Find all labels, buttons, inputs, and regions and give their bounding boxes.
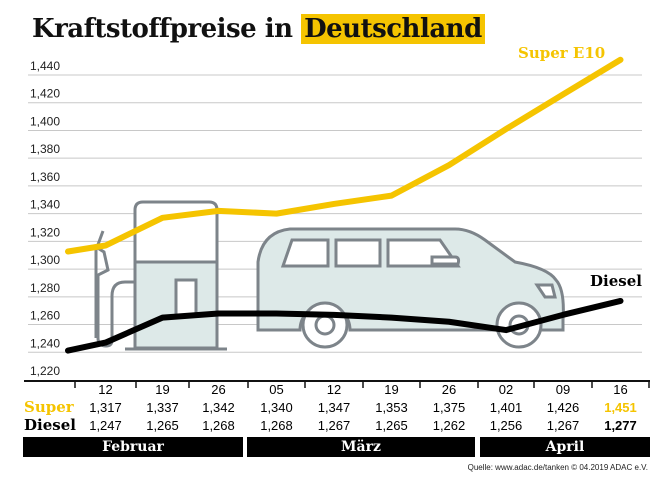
y-tick-label: 1,360 [30, 170, 60, 184]
y-tick-label: 1,380 [30, 142, 60, 156]
fuel-pump-icon [94, 200, 227, 351]
y-tick-label: 1,420 [30, 87, 60, 101]
x-tick-label: 02 [498, 382, 514, 397]
super-value: 1,337 [146, 400, 179, 415]
diesel-value: 1,267 [317, 418, 351, 433]
y-tick-label: 1,280 [30, 281, 60, 295]
month-bar: Februar [23, 437, 243, 457]
source-note: Quelle: www.adac.de/tanken © 04.2019 ADA… [467, 463, 648, 472]
y-tick-label: 1,340 [30, 198, 60, 212]
y-tick-label: 1,300 [30, 253, 60, 267]
y-tick-label: 1,400 [30, 114, 60, 128]
super-value: 1,342 [202, 400, 235, 415]
x-tick-label: 12 [326, 382, 342, 397]
super-value: 1,317 [89, 400, 122, 415]
y-tick-label: 1,440 [30, 59, 60, 73]
diesel-value: 1,256 [489, 418, 523, 433]
super-value: 1,426 [546, 400, 580, 415]
super-row-label: Super [24, 398, 74, 416]
title-highlight: Deutschland [301, 14, 485, 44]
x-tick-label: 16 [613, 382, 628, 397]
diesel-value: 1,268 [202, 418, 235, 433]
super-value: 1,375 [432, 400, 466, 415]
month-bar: April [480, 437, 650, 457]
super-value: 1,340 [260, 400, 293, 415]
super-value: 1,353 [375, 400, 408, 415]
x-tick-label: 26 [441, 382, 457, 397]
x-tick-label: 26 [211, 382, 226, 397]
diesel-row-label: Diesel [24, 416, 76, 434]
super-row: Super 1,317 1,337 1,342 1,340 1,347 1,353 1,37… [0, 398, 668, 418]
diesel-value: 1,265 [146, 418, 179, 433]
x-tick-label: 09 [555, 382, 571, 397]
x-tick-label: 19 [155, 382, 170, 397]
y-tick-label: 1,320 [30, 225, 60, 239]
diesel-series-label: Diesel [590, 272, 642, 290]
y-tick-label: 1,240 [30, 336, 60, 350]
super-value: 1,451 [604, 400, 637, 415]
diesel-value: 1,247 [89, 418, 122, 433]
super-line [65, 56, 624, 255]
y-tick-label: 1,260 [30, 309, 60, 323]
diesel-value: 1,268 [260, 418, 293, 433]
x-tick-label: 19 [384, 382, 399, 397]
chart-title: Kraftstoffpreise in Deutschland [32, 14, 485, 44]
super-value: 1,401 [489, 400, 523, 415]
month-bar: März [247, 437, 475, 457]
diesel-value: 1,277 [604, 418, 637, 433]
diesel-value: 1,262 [432, 418, 466, 433]
x-tick-label: 12 [98, 382, 113, 397]
title-text: Kraftstoffpreise in [32, 14, 293, 44]
super-series-label: Super E10 [518, 44, 606, 62]
super-value: 1,347 [317, 400, 351, 415]
diesel-row: Diesel 1,247 1,265 1,268 1,268 1,267 1,265 1,2… [0, 416, 668, 436]
category-row: 12 19 26 05 12 19 26 02 09 16 [0, 382, 668, 400]
y-tick-label: 1,220 [30, 364, 60, 378]
diesel-value: 1,265 [375, 418, 408, 433]
diesel-value: 1,267 [546, 418, 580, 433]
x-tick-label: 05 [269, 382, 284, 397]
